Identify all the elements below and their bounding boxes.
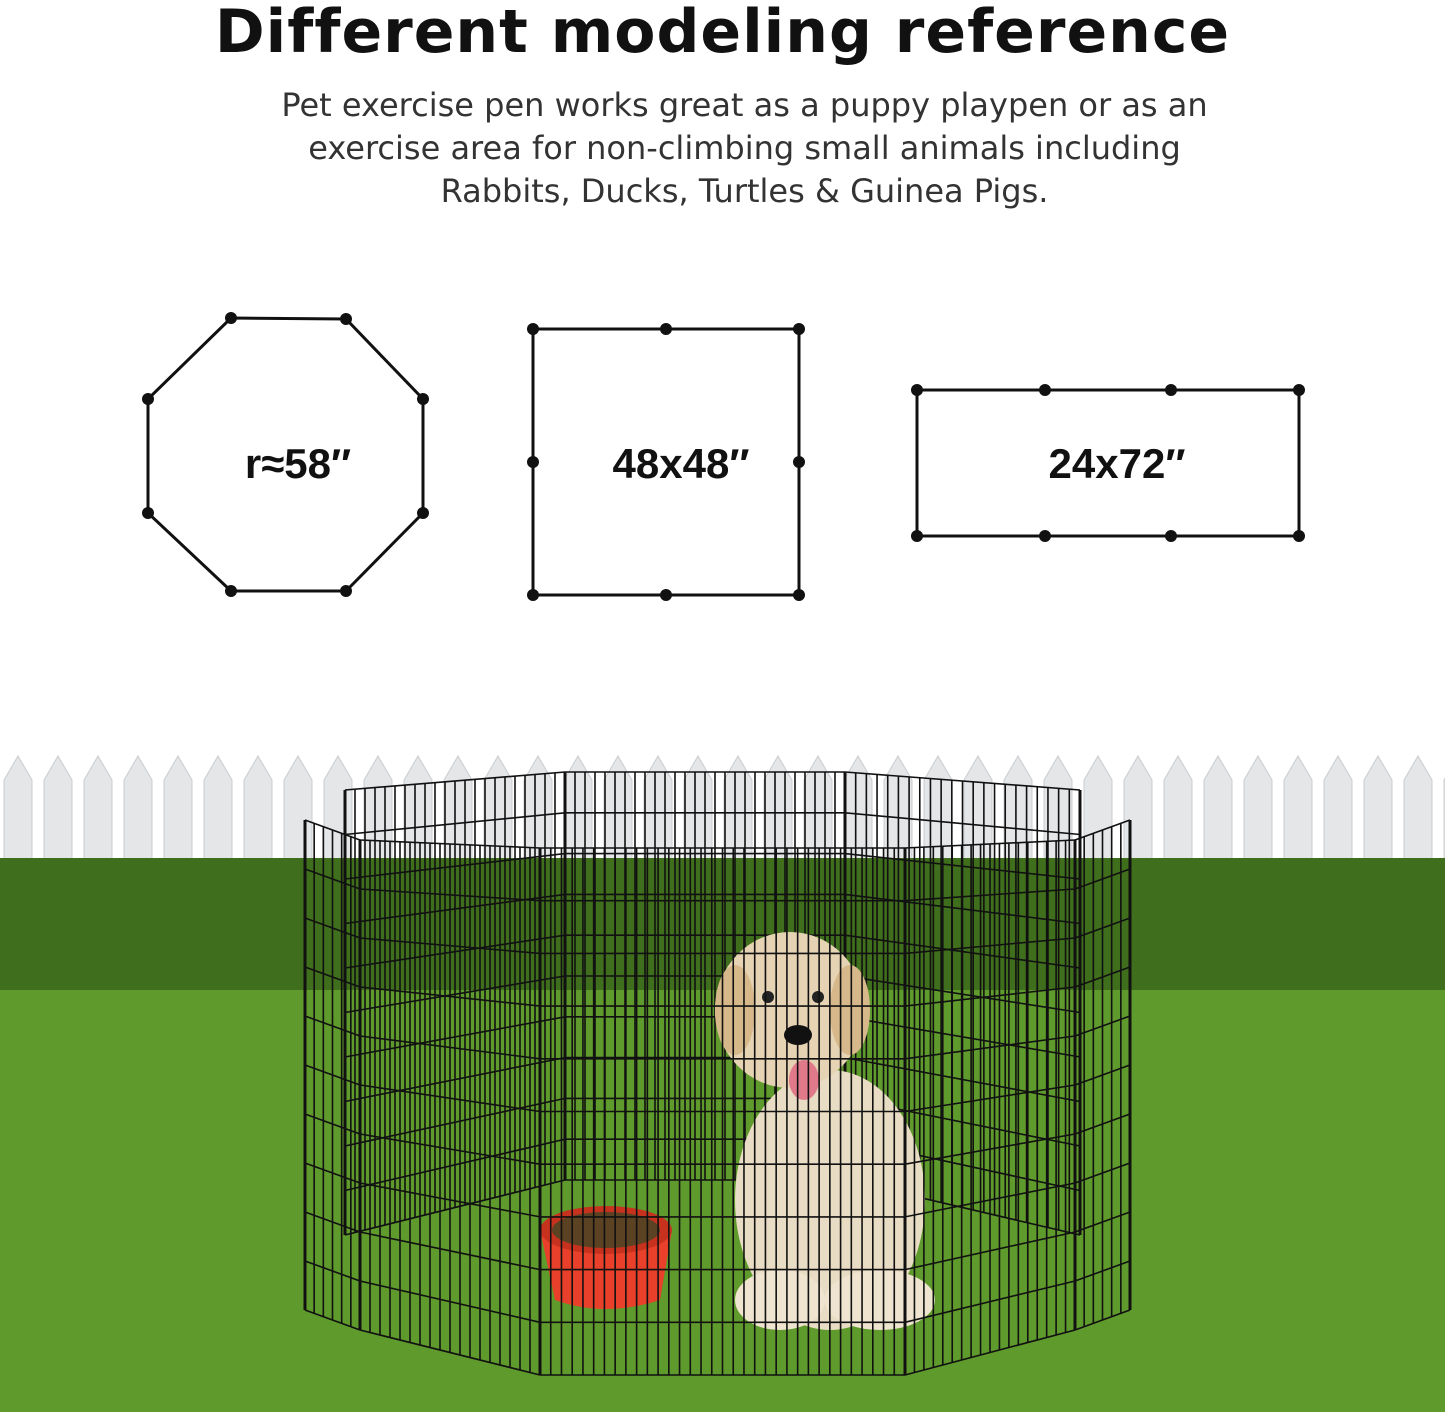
pen-panel <box>843 771 1082 1236</box>
product-photo <box>0 740 1445 1412</box>
pen-panel <box>538 847 907 1376</box>
pen-panel <box>343 771 567 1236</box>
page-title: Different modeling reference <box>214 0 1231 67</box>
food-bowl <box>540 1206 672 1309</box>
subtitle-line: exercise area for non-climbing small ani… <box>308 129 1181 167</box>
square-label: 48x48″ <box>613 440 750 487</box>
octagon-diagram: r≈58″ <box>142 312 429 597</box>
rectangle-label: 24x72″ <box>1049 440 1186 487</box>
pen-panel <box>1073 819 1132 1331</box>
subtitle-line: Rabbits, Ducks, Turtles & Guinea Pigs. <box>440 172 1049 210</box>
subtitle: Pet exercise pen works great as a puppy … <box>222 84 1267 213</box>
octagon-label: r≈58″ <box>245 440 351 487</box>
rectangle-diagram: 24x72″ <box>911 384 1305 542</box>
square-diagram: 48x48″ <box>527 323 805 601</box>
configuration-diagrams: r≈58″ 48x48″ 24x72″ <box>142 312 1305 601</box>
pen-front-panels <box>303 819 1132 1376</box>
subtitle-line: Pet exercise pen works great as a puppy … <box>281 86 1208 124</box>
pen-panel <box>903 839 1077 1376</box>
